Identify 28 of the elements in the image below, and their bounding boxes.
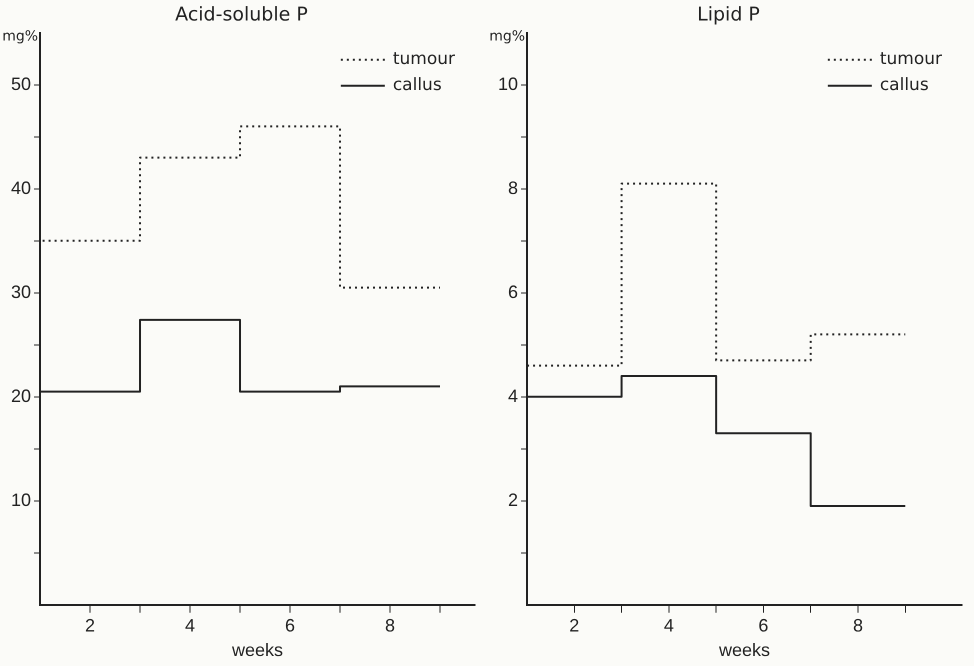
y-tick-label: 2 (508, 490, 518, 510)
y-tick-label: 10 (10, 490, 32, 510)
chart-title: Acid-soluble P (175, 3, 308, 26)
x-axis-title: weeks (718, 640, 770, 660)
y-tick-label: 50 (10, 74, 32, 94)
x-tick-label: 8 (384, 616, 396, 636)
x-tick-label: 4 (664, 616, 674, 636)
legend-label: callus (880, 75, 929, 96)
y-tick-label: 10 (498, 74, 518, 94)
legend-label: tumour (392, 49, 456, 70)
chart-title: Lipid P (697, 3, 760, 26)
x-tick-label: 2 (85, 616, 96, 636)
y-tick-label: 40 (10, 178, 32, 198)
x-tick-label: 6 (285, 616, 296, 636)
y-tick-label: 30 (10, 282, 32, 302)
y-tick-label: 8 (508, 178, 518, 198)
x-axis-title: weeks (230, 640, 284, 660)
y-axis-title: mg% (2, 28, 38, 44)
y-axis-title: mg% (489, 28, 526, 44)
x-tick-label: 2 (569, 616, 580, 636)
x-tick-label: 8 (852, 616, 863, 636)
x-tick-label: 6 (758, 616, 768, 636)
y-tick-label: 6 (508, 282, 518, 302)
y-tick-label: 20 (10, 386, 32, 406)
legend-label: tumour (880, 49, 942, 70)
legend-label: callus (392, 75, 442, 96)
x-tick-label: 4 (185, 616, 196, 636)
y-tick-label: 4 (508, 386, 518, 406)
